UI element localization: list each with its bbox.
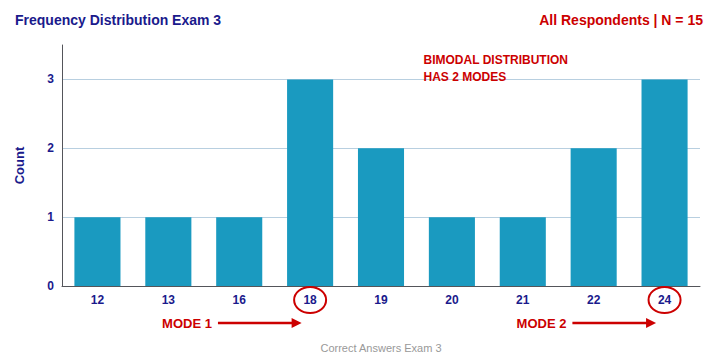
svg-text:Correct Answers Exam 3: Correct Answers Exam 3 bbox=[320, 342, 441, 354]
svg-text:21: 21 bbox=[516, 293, 530, 307]
svg-text:Count: Count bbox=[12, 146, 27, 184]
svg-text:Frequency Distribution Exam 3: Frequency Distribution Exam 3 bbox=[15, 12, 221, 28]
svg-text:22: 22 bbox=[587, 293, 601, 307]
svg-text:20: 20 bbox=[445, 293, 459, 307]
svg-text:2: 2 bbox=[47, 141, 54, 155]
svg-text:3: 3 bbox=[47, 72, 54, 86]
svg-text:MODE 2: MODE 2 bbox=[517, 316, 567, 331]
svg-text:12: 12 bbox=[91, 293, 105, 307]
svg-text:16: 16 bbox=[233, 293, 247, 307]
svg-text:BIMODAL DISTRIBUTION: BIMODAL DISTRIBUTION bbox=[424, 53, 568, 67]
svg-text:18: 18 bbox=[303, 293, 317, 307]
svg-text:HAS 2 MODES: HAS 2 MODES bbox=[424, 70, 507, 84]
svg-text:13: 13 bbox=[162, 293, 176, 307]
svg-text:All Respondents | N = 15: All Respondents | N = 15 bbox=[539, 12, 703, 28]
svg-text:19: 19 bbox=[374, 293, 388, 307]
svg-text:MODE 1: MODE 1 bbox=[162, 316, 212, 331]
svg-text:1: 1 bbox=[47, 210, 54, 224]
svg-text:0: 0 bbox=[47, 279, 54, 293]
svg-text:24: 24 bbox=[658, 293, 672, 307]
